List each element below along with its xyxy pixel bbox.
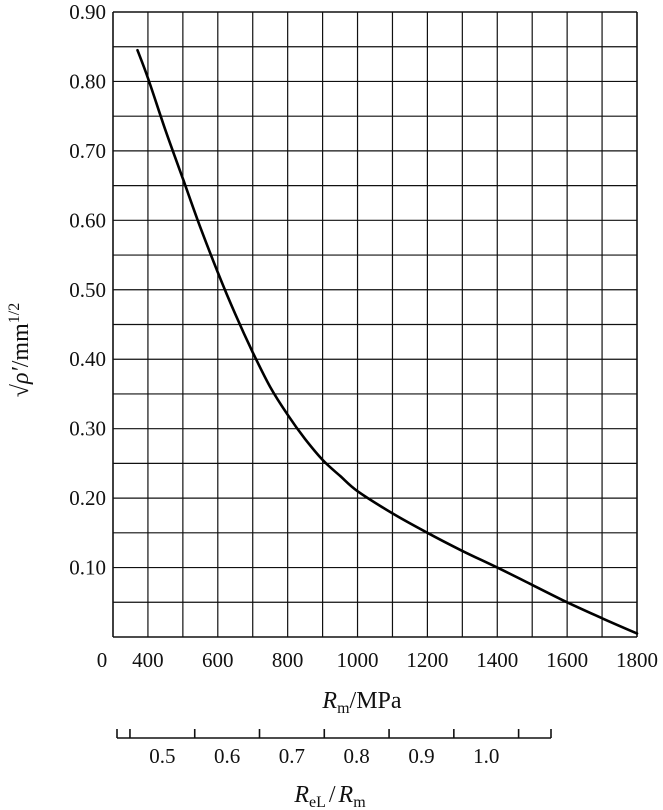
secondary-tick-label: 0.5 [149, 744, 175, 768]
x-tick-label: 1400 [476, 648, 518, 672]
x-origin-label: 0 [97, 648, 108, 672]
grid [112, 11, 638, 638]
tick-labels: 0.10 0.20 0.30 0.40 0.50 0.60 0.70 0.80 0.90 0 400… [69, 0, 658, 672]
x-tick-label: 400 [132, 648, 164, 672]
y-tick-label: 0.20 [69, 486, 106, 510]
y-tick-label: 0.30 [69, 417, 106, 441]
secondary-tick-label: 0.8 [344, 744, 370, 768]
x-tick-label: 600 [202, 648, 234, 672]
y-tick-label: 0.80 [69, 69, 106, 93]
y-tick-label: 0.40 [69, 347, 106, 371]
series-line [136, 48, 639, 635]
y-axis-title: √ρ′/mm1/2 [6, 303, 34, 397]
y-tick-label: 0.90 [69, 0, 106, 24]
y-tick-label: 0.50 [69, 278, 106, 302]
secondary-tick-label: 0.7 [279, 744, 305, 768]
x-tick-label: 1600 [546, 648, 588, 672]
x-axis-title: Rm/MPa [321, 688, 401, 717]
secondary-axis: 0.5 0.6 0.7 0.8 0.9 1.0 [116, 729, 552, 768]
secondary-tick-label: 1.0 [473, 744, 499, 768]
series-curve-group [136, 48, 639, 635]
y-tick-label: 0.70 [69, 139, 106, 163]
y-tick-label: 0.60 [69, 208, 106, 232]
x-tick-label: 1200 [406, 648, 448, 672]
secondary-tick-label: 0.6 [214, 744, 240, 768]
secondary-tick-label: 0.9 [408, 744, 434, 768]
x-tick-label: 800 [272, 648, 304, 672]
x-tick-label: 1800 [616, 648, 658, 672]
y-tick-label: 0.10 [69, 556, 106, 580]
x-tick-label: 1000 [337, 648, 379, 672]
secondary-axis-title: ReL / Rm [293, 782, 366, 810]
